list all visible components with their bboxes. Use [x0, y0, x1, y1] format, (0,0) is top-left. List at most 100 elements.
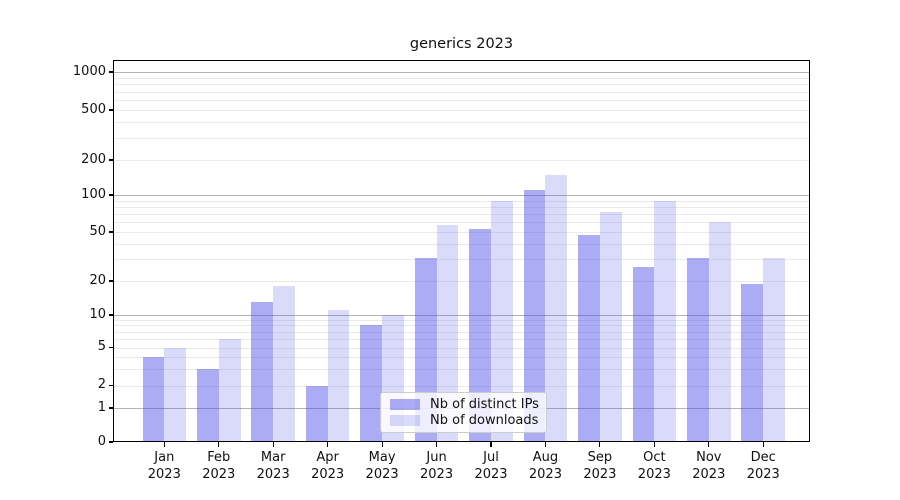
- plot-area: [113, 60, 810, 442]
- y-tick-label: 2: [97, 377, 106, 392]
- x-tick-mark: [544, 442, 547, 447]
- x-tick-mark: [218, 442, 220, 447]
- bar-mar-downloads: [273, 286, 295, 442]
- minor-gridline: [113, 100, 810, 101]
- minor-gridline: [113, 200, 810, 202]
- bar-dec-downloads: [763, 257, 786, 442]
- bar-apr-ips: [305, 385, 328, 442]
- minor-gridline: [113, 137, 810, 139]
- legend-label-distinct-ips: Nb of distinct IPs: [430, 396, 539, 412]
- x-tick-mark: [708, 442, 710, 447]
- bar-apr-downloads: [327, 310, 350, 442]
- minor-gridline: [113, 77, 810, 79]
- bars-layer: [113, 60, 810, 442]
- x-tick-mark: [435, 442, 438, 447]
- y-tick-mark: [108, 231, 113, 233]
- bar-mar-ips: [251, 302, 274, 442]
- bar-jul-ips: [469, 228, 491, 442]
- y-tick-mark: [108, 407, 113, 409]
- y-tick-label: 1000: [72, 63, 106, 79]
- y-tick-label: 20: [89, 272, 106, 288]
- major-gridline: [113, 195, 810, 196]
- minor-gridline: [113, 385, 810, 387]
- x-tick-label: Oct 2023: [637, 450, 671, 482]
- minor-gridline: [113, 356, 810, 358]
- bar-oct-downloads: [654, 200, 677, 442]
- minor-gridline: [113, 110, 810, 111]
- y-tick-mark: [108, 346, 113, 349]
- y-tick-mark: [108, 109, 113, 111]
- minor-gridline: [113, 160, 810, 161]
- major-gridline: [113, 315, 810, 316]
- x-tick-label: Aug 2023: [528, 450, 562, 482]
- x-tick-label: Apr 2023: [311, 450, 345, 482]
- minor-gridline: [113, 222, 810, 224]
- legend: Nb of distinct IPs Nb of downloads: [380, 392, 547, 433]
- y-tick-label: 5: [97, 339, 106, 354]
- minor-gridline: [113, 331, 810, 333]
- minor-gridline: [113, 91, 810, 93]
- legend-label-downloads: Nb of downloads: [430, 413, 539, 429]
- minor-gridline: [113, 232, 810, 233]
- x-tick-mark: [163, 442, 165, 447]
- minor-gridline: [113, 84, 810, 86]
- y-tick-mark: [108, 71, 113, 73]
- x-tick-mark: [327, 442, 329, 447]
- bar-nov-downloads: [708, 222, 731, 442]
- bar-nov-ips: [687, 257, 709, 442]
- x-tick-label: Sep 2023: [583, 450, 617, 482]
- y-tick-label: 100: [81, 186, 106, 202]
- bar-oct-ips: [632, 266, 655, 442]
- minor-gridline: [113, 347, 810, 349]
- y-tick-label: 0: [97, 433, 106, 449]
- minor-gridline: [113, 281, 810, 282]
- x-tick-label: Jul 2023: [474, 450, 508, 482]
- x-tick-mark: [490, 442, 492, 447]
- minor-gridline: [113, 338, 810, 340]
- bar-jan-ips: [142, 356, 165, 442]
- major-gridline: [113, 72, 810, 73]
- x-tick-label: Feb 2023: [202, 450, 236, 482]
- bar-sep-ips: [578, 235, 600, 442]
- y-tick-label: 200: [81, 151, 106, 167]
- x-tick-label: Jan 2023: [147, 450, 181, 482]
- x-tick-mark: [272, 442, 274, 447]
- minor-gridline: [113, 259, 810, 261]
- x-tick-label: May 2023: [365, 450, 399, 482]
- minor-gridline: [113, 325, 810, 327]
- bar-sep-downloads: [599, 211, 622, 442]
- y-tick-mark: [108, 314, 113, 316]
- y-tick-label: 10: [89, 306, 106, 322]
- x-tick-mark: [381, 442, 383, 447]
- y-tick-mark: [108, 384, 113, 387]
- y-tick-label: 500: [81, 101, 106, 117]
- y-tick-label: 1: [97, 399, 106, 415]
- legend-swatch-downloads-icon: [390, 415, 420, 427]
- bar-jun-downloads: [436, 225, 459, 442]
- bar-jul-downloads: [491, 200, 513, 442]
- x-tick-mark: [599, 442, 601, 447]
- x-tick-label: Dec 2023: [746, 450, 780, 482]
- y-tick-mark: [108, 280, 113, 282]
- y-tick-mark: [108, 194, 113, 196]
- minor-gridline: [113, 206, 810, 208]
- grid-layer: [113, 60, 810, 442]
- legend-item-downloads: Nb of downloads: [381, 413, 546, 428]
- minor-gridline: [113, 368, 810, 370]
- bar-feb-ips: [196, 368, 219, 442]
- minor-gridline: [113, 214, 810, 216]
- bar-aug-ips: [523, 190, 546, 442]
- minor-gridline: [113, 319, 810, 321]
- bar-jan-downloads: [164, 347, 187, 442]
- bar-feb-downloads: [218, 338, 241, 442]
- minor-gridline: [113, 243, 810, 245]
- legend-item-distinct-ips: Nb of distinct IPs: [381, 397, 546, 412]
- x-tick-mark: [762, 442, 764, 447]
- bar-may-ips: [360, 325, 383, 442]
- x-tick-label: Jun 2023: [420, 450, 454, 482]
- x-tick-label: Mar 2023: [256, 450, 290, 482]
- x-tick-mark: [653, 442, 655, 447]
- minor-gridline: [113, 122, 810, 124]
- x-tick-label: Nov 2023: [692, 450, 726, 482]
